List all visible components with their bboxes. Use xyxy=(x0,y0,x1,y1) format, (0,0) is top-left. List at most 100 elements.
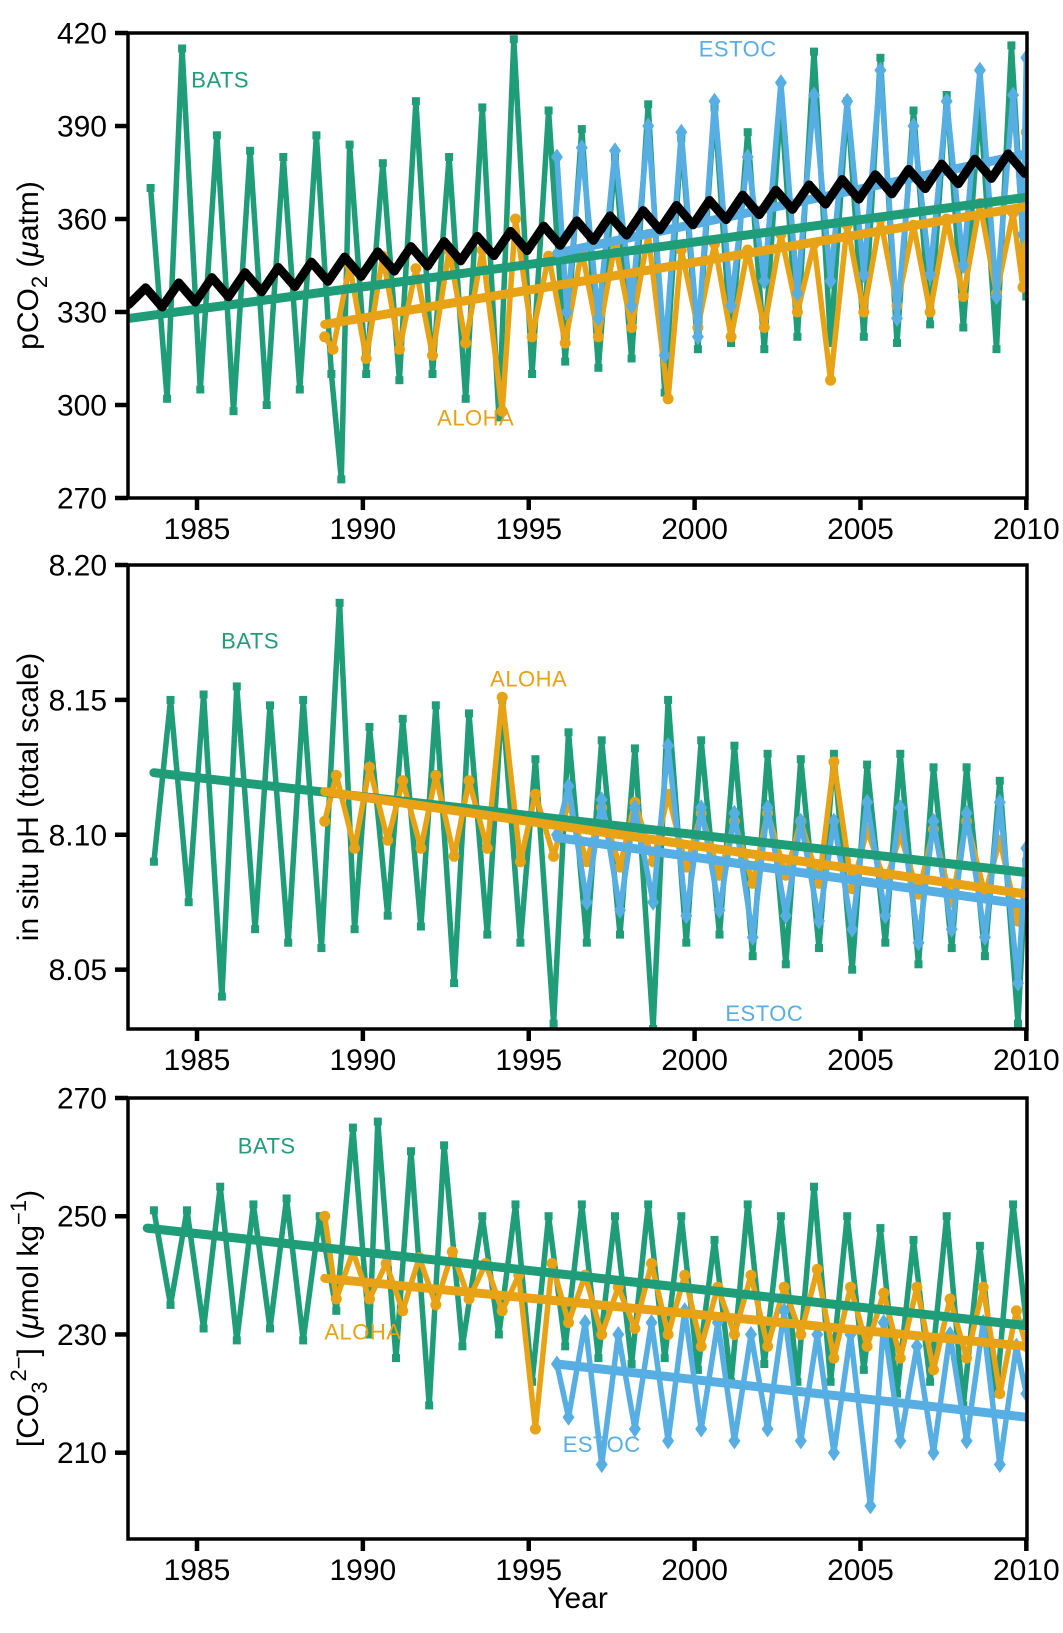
circle-marker xyxy=(858,306,870,318)
square-marker xyxy=(246,146,255,155)
circle-marker xyxy=(410,263,422,275)
diamond-marker xyxy=(695,1420,708,1438)
square-marker xyxy=(465,709,473,718)
x-tick-label: 1990 xyxy=(329,513,396,546)
x-axis-ph: 1985 1990 1995 2000 2005 2010 xyxy=(164,1029,1060,1077)
circle-marker xyxy=(825,374,837,386)
x-tick-label: 2010 xyxy=(993,1044,1060,1077)
square-marker xyxy=(494,1330,503,1339)
diamond-marker xyxy=(861,793,874,811)
circle-marker xyxy=(496,1305,508,1317)
square-marker xyxy=(710,1235,719,1244)
diamond-marker xyxy=(857,266,870,284)
circle-marker xyxy=(548,850,560,862)
square-marker xyxy=(881,938,890,947)
station-label-bats-co3: BATS xyxy=(238,1133,296,1158)
diamond-marker xyxy=(609,142,621,160)
x-tick-label: 1995 xyxy=(495,513,562,546)
square-marker xyxy=(425,1401,434,1410)
y-tick-label: 420 xyxy=(57,18,107,51)
y-tick-label: 270 xyxy=(57,483,107,516)
y-tick-label: 270 xyxy=(57,1083,107,1116)
square-marker xyxy=(826,1377,835,1386)
y-tick-label: 360 xyxy=(57,204,107,237)
circle-marker xyxy=(629,1323,641,1334)
square-marker xyxy=(564,728,573,737)
square-marker xyxy=(743,128,752,137)
square-marker xyxy=(212,131,221,140)
y-axis-title-pco2: pCO2 (μatm) xyxy=(12,181,52,350)
square-marker xyxy=(458,1342,467,1351)
diamond-marker xyxy=(927,1444,940,1462)
circle-marker xyxy=(496,405,508,417)
diamond-marker xyxy=(579,1314,592,1332)
diamond-marker xyxy=(957,257,970,274)
series-estoc-line xyxy=(554,1308,1028,1509)
square-marker xyxy=(1009,1200,1018,1209)
diamond-marker xyxy=(550,148,563,166)
diamond-marker xyxy=(595,1456,608,1473)
square-marker xyxy=(743,1200,752,1209)
circle-marker xyxy=(762,1340,774,1352)
diamond-marker xyxy=(945,920,958,938)
series-estoc-markers xyxy=(550,49,1028,364)
diamond-marker xyxy=(879,907,892,925)
diamond-marker xyxy=(1012,974,1024,992)
square-marker xyxy=(284,938,293,947)
circle-marker xyxy=(592,331,604,343)
square-marker xyxy=(793,1377,802,1386)
square-marker xyxy=(365,722,374,731)
square-marker xyxy=(299,1336,308,1345)
square-marker xyxy=(627,1360,636,1368)
series-bats-line xyxy=(151,600,1028,1030)
y-tick-label: 330 xyxy=(57,297,107,330)
circle-marker xyxy=(330,1293,342,1305)
diamond-marker xyxy=(560,303,573,321)
series-bats-markers xyxy=(149,1117,1028,1410)
square-marker xyxy=(478,1212,487,1221)
y-tick-label: 210 xyxy=(57,1437,107,1470)
diamond-marker xyxy=(877,1314,890,1332)
circle-marker xyxy=(327,343,339,355)
circle-marker xyxy=(330,769,342,781)
square-marker xyxy=(926,320,935,329)
square-marker xyxy=(183,1206,191,1215)
diamond-marker xyxy=(813,912,825,930)
diamond-marker xyxy=(827,1444,840,1462)
circle-marker xyxy=(725,331,737,343)
circle-marker xyxy=(529,1423,541,1435)
square-marker xyxy=(431,701,440,710)
diamond-marker xyxy=(691,328,704,346)
square-marker xyxy=(266,1324,274,1333)
circle-marker xyxy=(924,306,936,318)
square-marker xyxy=(793,332,802,341)
circle-marker xyxy=(911,1281,923,1293)
square-marker xyxy=(362,370,371,378)
diamond-marker xyxy=(779,907,792,925)
y-axis-pco2: 270 300 330 360 390 420 xyxy=(57,18,128,516)
diamond-marker xyxy=(1007,86,1020,104)
x-tick-label: 1985 xyxy=(164,1044,231,1077)
diamond-marker xyxy=(824,272,837,290)
square-marker xyxy=(644,100,653,109)
square-marker xyxy=(926,1377,935,1386)
circle-marker xyxy=(811,1263,823,1275)
x-axis-pco2: 1985 1990 1995 2000 2005 2010 xyxy=(164,498,1060,546)
circle-marker xyxy=(380,1258,392,1269)
trend-line-aloha-trend xyxy=(320,1273,1028,1351)
trend-line-estoc-trend xyxy=(552,1359,1028,1422)
x-tick-label: 2005 xyxy=(827,1044,894,1077)
diamond-marker xyxy=(940,92,953,110)
square-marker xyxy=(561,1342,570,1351)
plot-area-pco2 xyxy=(127,35,1028,484)
square-marker xyxy=(398,714,407,723)
square-marker xyxy=(843,1212,852,1221)
square-marker xyxy=(781,960,790,969)
square-marker xyxy=(959,323,968,332)
diamond-marker xyxy=(794,1432,807,1450)
square-marker xyxy=(776,1212,785,1221)
plot-frame xyxy=(126,31,1029,500)
circle-marker xyxy=(646,1258,657,1269)
circle-marker xyxy=(662,1329,674,1340)
